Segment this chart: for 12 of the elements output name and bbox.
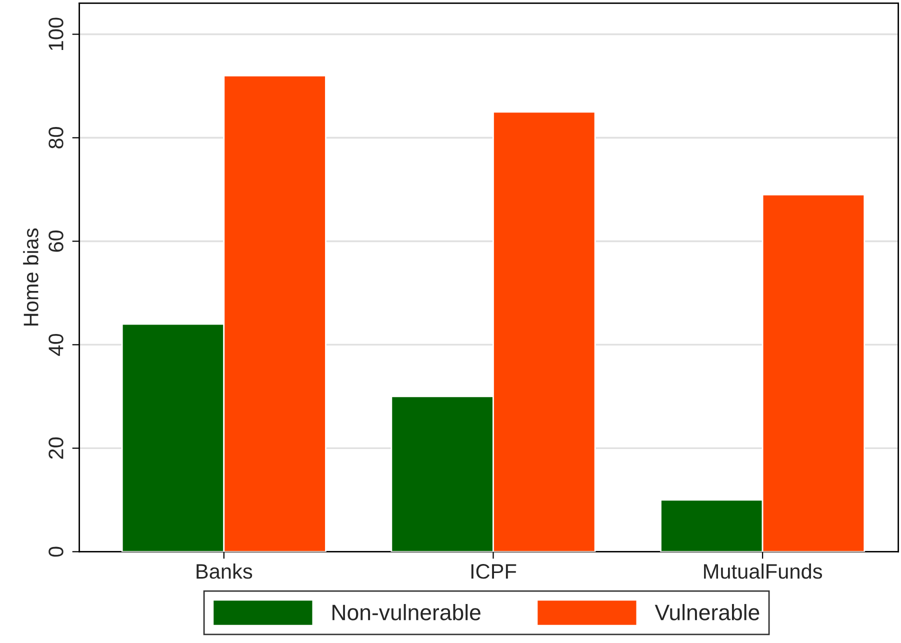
- y-tick-label: 0: [48, 546, 64, 557]
- x-tick-label: MutualFunds: [704, 564, 822, 579]
- x-tick-label: ICPF: [471, 564, 516, 579]
- legend-label: Vulnerable: [654, 604, 760, 620]
- legend-label: Non-vulnerable: [332, 604, 480, 620]
- x-tick-label: Banks: [196, 564, 252, 579]
- y-tick-label: 60: [48, 230, 64, 252]
- y-tick-label: 100: [48, 18, 64, 50]
- y-axis-title: Home bias: [23, 228, 38, 326]
- y-tick-label: 20: [48, 437, 64, 459]
- y-tick-label: 80: [48, 126, 64, 148]
- y-tick-label: 40: [48, 334, 64, 356]
